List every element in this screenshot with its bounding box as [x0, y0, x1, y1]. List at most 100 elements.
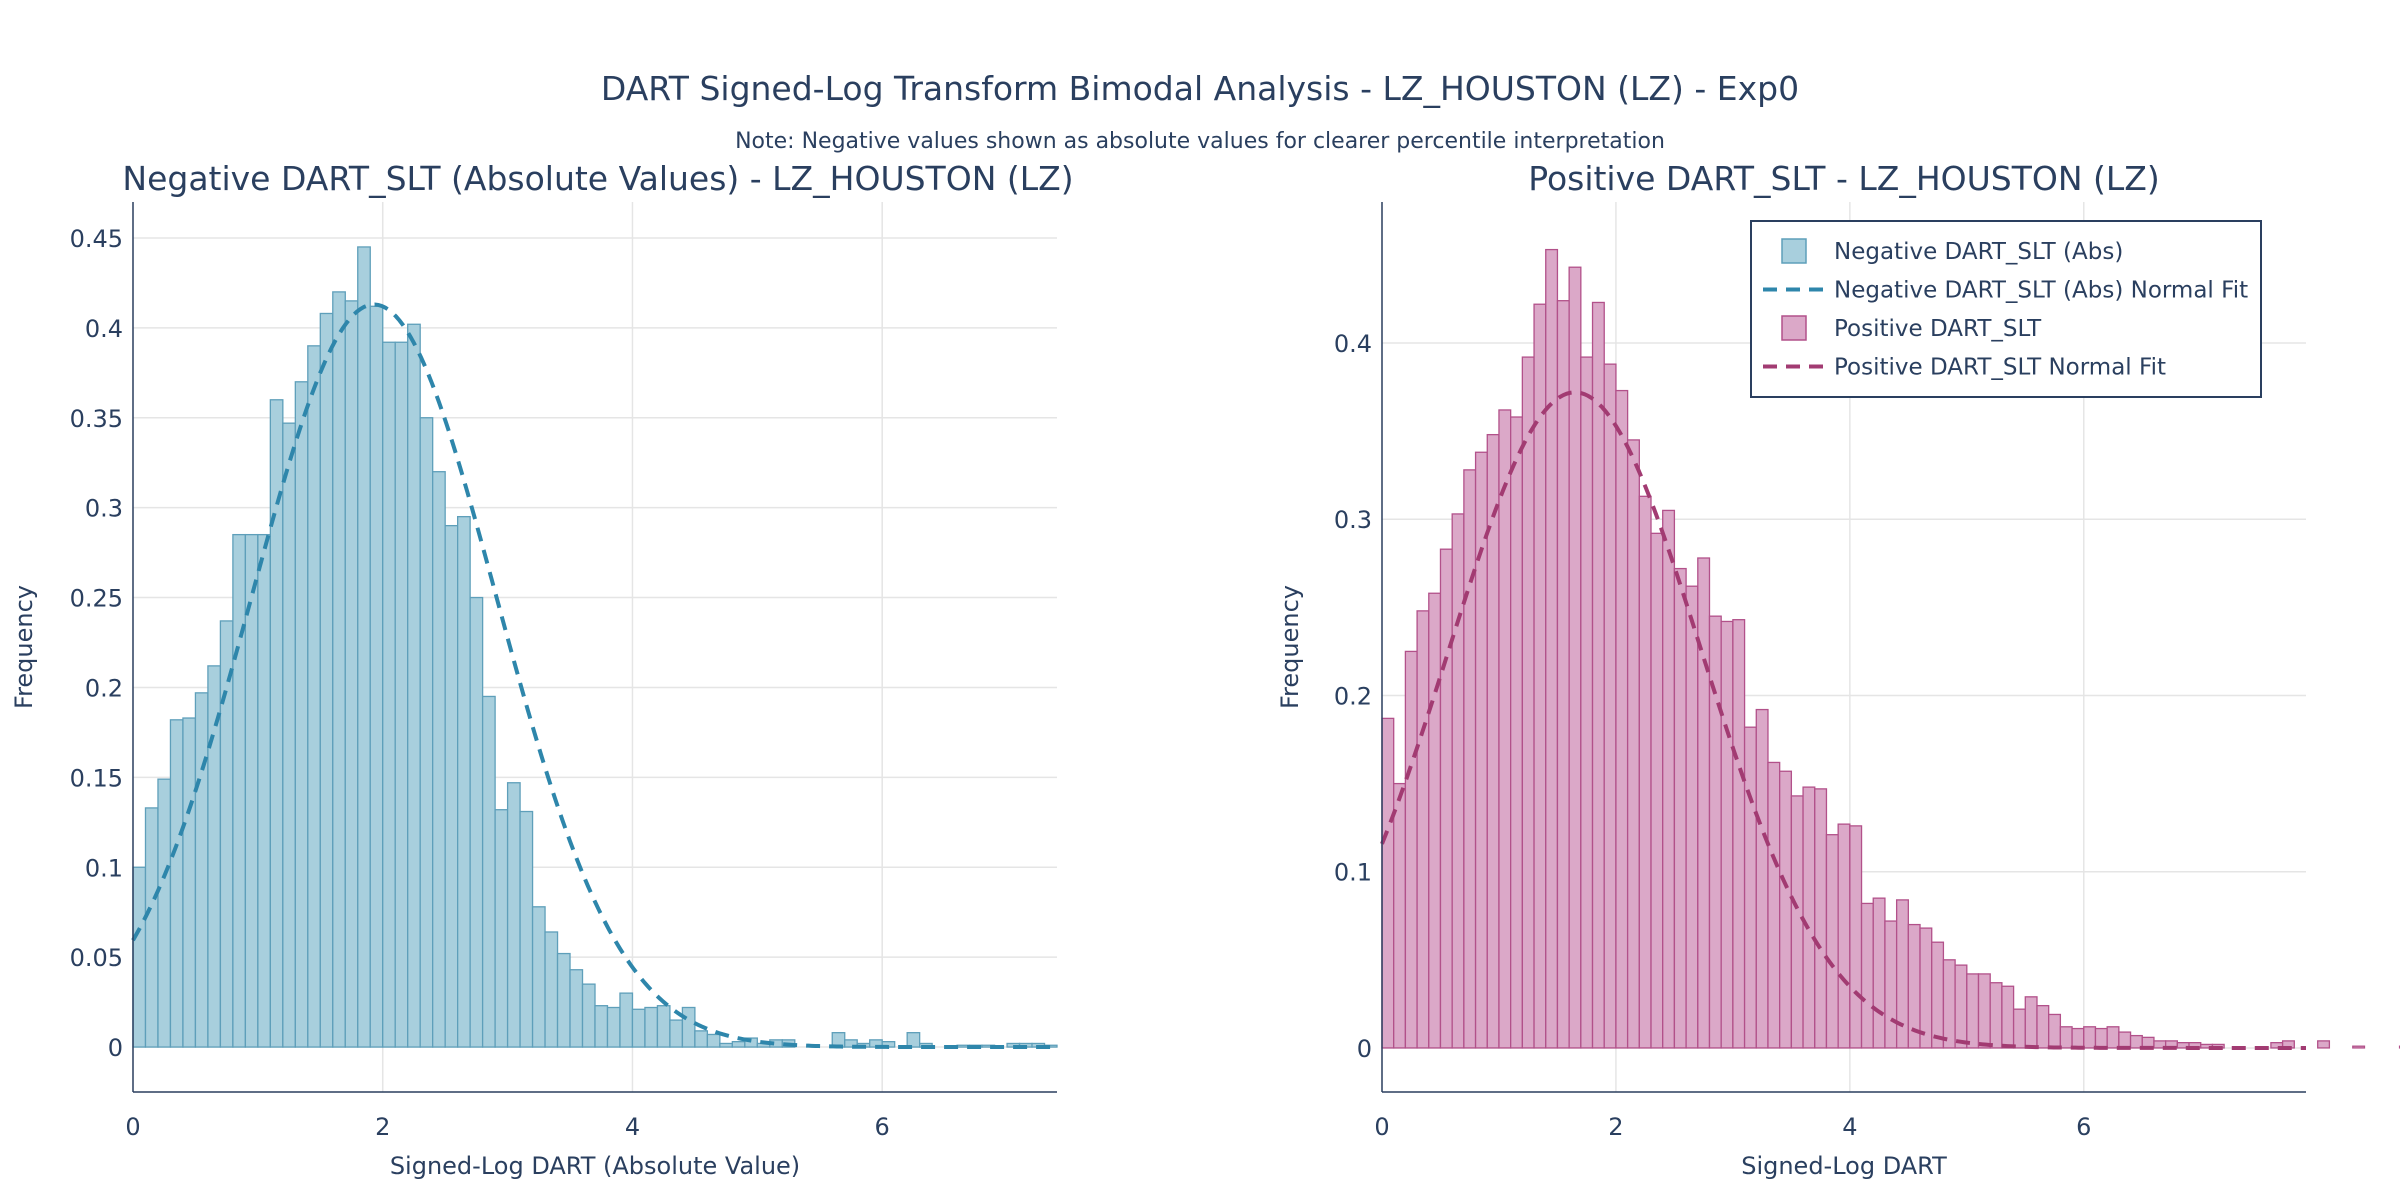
histogram-bar	[2014, 1009, 2026, 1048]
histogram-bar	[220, 621, 232, 1047]
histogram-bar	[2002, 986, 2014, 1048]
x-tick-label: 0	[1374, 1113, 1389, 1141]
histogram-bar	[458, 517, 470, 1047]
histogram-bar	[1850, 826, 1862, 1048]
histogram-bar	[1452, 514, 1464, 1048]
x-tick-label: 2	[1608, 1113, 1623, 1141]
histogram-bar	[158, 779, 170, 1047]
histogram-bar	[1803, 787, 1815, 1048]
histogram-bar	[145, 808, 157, 1047]
histogram-bar	[333, 292, 345, 1047]
y-tick-label: 0.25	[70, 585, 123, 613]
histogram-bar	[1616, 391, 1628, 1048]
histogram-bar	[620, 993, 632, 1047]
y-tick-label: 0.1	[85, 854, 123, 882]
histogram-bar	[1721, 621, 1733, 1047]
y-tick-label: 0.3	[85, 495, 123, 523]
histogram-bar	[383, 342, 395, 1047]
legend-label: Negative DART_SLT (Abs) Normal Fit	[1834, 278, 2248, 304]
histogram-bar	[2072, 1029, 2084, 1048]
legend-label: Positive DART_SLT Normal Fit	[1834, 355, 2166, 381]
histogram-bar	[1569, 267, 1581, 1048]
histogram-bar	[1686, 586, 1698, 1048]
histogram-bar	[632, 1009, 644, 1047]
histogram-bar	[1862, 903, 1874, 1048]
histogram-bar	[1768, 762, 1780, 1048]
histogram-bar	[682, 1007, 694, 1047]
histogram-bar	[1920, 928, 1932, 1048]
histogram-bar	[1674, 569, 1686, 1048]
histogram-bar	[183, 718, 195, 1047]
histogram-bar	[308, 346, 320, 1047]
histogram-bar	[907, 1033, 919, 1047]
histogram-bar	[170, 720, 182, 1047]
histogram-bar	[1522, 357, 1534, 1048]
histogram-bar	[1826, 835, 1838, 1048]
histogram-bar	[570, 970, 582, 1047]
figure-subtitle: Note: Negative values shown as absolute …	[735, 129, 1665, 154]
histogram-bar	[2318, 1041, 2330, 1048]
histogram-bar	[2025, 997, 2037, 1048]
x-axis-label: Signed-Log DART (Absolute Value)	[390, 1152, 800, 1180]
histogram-bar	[1417, 611, 1429, 1048]
histogram-bar	[408, 324, 420, 1047]
legend-label: Positive DART_SLT	[1834, 316, 2042, 342]
histogram-bar	[395, 342, 407, 1047]
histogram-bar	[208, 666, 220, 1047]
legend-label: Negative DART_SLT (Abs)	[1834, 239, 2123, 265]
histogram-bar	[1932, 942, 1944, 1048]
x-tick-label: 0	[125, 1113, 140, 1141]
histogram-bar	[1440, 549, 1452, 1048]
y-tick-label: 0.15	[70, 764, 123, 792]
histogram-bar	[732, 1042, 744, 1047]
histogram-bar	[483, 696, 495, 1047]
y-tick-label: 0.4	[1334, 330, 1372, 358]
histogram-bar	[1651, 533, 1663, 1048]
y-tick-label: 0	[1357, 1035, 1372, 1063]
histogram-bar	[358, 247, 370, 1047]
histogram-bar	[1546, 250, 1558, 1048]
histogram-bar	[320, 313, 332, 1047]
histogram-bar	[495, 810, 507, 1047]
histogram-bar	[595, 1006, 607, 1047]
histogram-bar	[1534, 304, 1546, 1048]
histogram-bar	[445, 526, 457, 1047]
x-tick-label: 4	[625, 1113, 640, 1141]
y-tick-label: 0.35	[70, 405, 123, 433]
histogram-bar	[2119, 1032, 2131, 1048]
histogram-bar	[2049, 1014, 2061, 1047]
histogram-bars	[133, 247, 1057, 1047]
panel-title: Positive DART_SLT - LZ_HOUSTON (LZ)	[1528, 159, 2160, 198]
histogram-bar	[2095, 1029, 2107, 1048]
histogram-bar	[195, 693, 207, 1047]
histogram-bar	[1838, 824, 1850, 1048]
y-axis-label: Frequency	[10, 585, 38, 709]
x-tick-label: 6	[875, 1113, 890, 1141]
y-axis-label: Frequency	[1276, 585, 1304, 709]
y-tick-label: 0.2	[1334, 682, 1372, 710]
panel-title: Negative DART_SLT (Absolute Values) - LZ…	[122, 159, 1073, 198]
histogram-bar	[1967, 974, 1979, 1048]
legend-swatch-box	[1782, 316, 1806, 340]
histogram-bar	[133, 867, 145, 1047]
histogram-bar	[233, 535, 245, 1047]
histogram-bar	[1557, 301, 1569, 1048]
histogram-bar	[1499, 410, 1511, 1048]
histogram-bar	[1698, 558, 1710, 1048]
histogram-bar	[1581, 357, 1593, 1048]
histogram-bar	[283, 423, 295, 1047]
x-tick-label: 4	[1842, 1113, 1857, 1141]
histogram-bar	[607, 1007, 619, 1047]
histogram-bar	[1733, 620, 1745, 1048]
histogram-bar	[1756, 710, 1768, 1048]
histogram-bar	[295, 382, 307, 1047]
histogram-bar	[583, 984, 595, 1047]
histogram-bar	[1990, 983, 2002, 1048]
histogram-bar	[2107, 1027, 2119, 1048]
histogram-bar	[1639, 496, 1651, 1048]
y-tick-label: 0.1	[1334, 859, 1372, 887]
histogram-bar	[345, 301, 357, 1047]
histogram-bar	[1429, 593, 1441, 1048]
histogram-bar	[2353, 1046, 2365, 1048]
